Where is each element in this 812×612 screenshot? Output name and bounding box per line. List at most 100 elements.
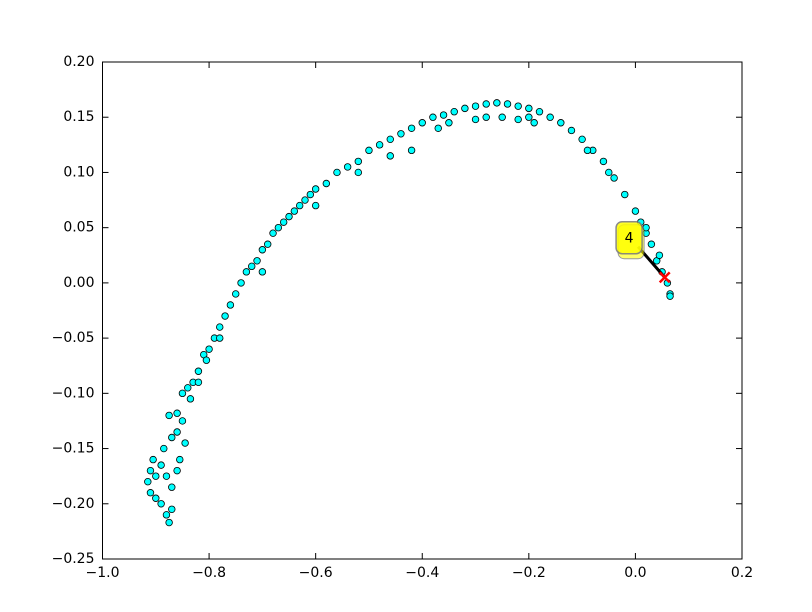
y-tick-label: 0.20	[63, 54, 94, 70]
point	[194, 367, 203, 375]
point	[165, 518, 173, 527]
point	[149, 455, 157, 464]
point	[152, 472, 160, 480]
y-tick-label: −0.25	[52, 551, 95, 567]
point	[144, 477, 152, 486]
point	[306, 190, 315, 199]
point	[647, 240, 656, 248]
point	[186, 395, 195, 403]
annotation-box	[615, 220, 643, 255]
point	[194, 378, 203, 386]
point	[621, 190, 629, 199]
point	[471, 102, 480, 110]
point	[202, 356, 211, 364]
point	[232, 290, 240, 298]
point	[301, 196, 309, 204]
point	[146, 466, 155, 475]
x-tick-label: −0.4	[405, 565, 439, 581]
point	[535, 107, 544, 116]
point	[226, 301, 235, 309]
point	[274, 223, 283, 232]
point	[162, 472, 171, 480]
point	[434, 124, 442, 132]
point	[365, 146, 373, 155]
point	[279, 218, 288, 226]
point	[242, 268, 251, 276]
y-tick-label: 0.15	[63, 109, 94, 125]
point	[525, 104, 533, 113]
point	[525, 113, 533, 121]
point	[461, 104, 469, 113]
y-tick-label: −0.10	[52, 385, 95, 401]
point	[205, 345, 213, 353]
point	[264, 240, 272, 248]
x-tick-label: 0.2	[731, 565, 753, 581]
point	[583, 146, 592, 155]
x-tick-label: −1.0	[86, 565, 120, 581]
point	[157, 461, 165, 469]
point	[666, 292, 674, 300]
point	[295, 201, 304, 210]
point	[248, 262, 256, 271]
point	[157, 500, 165, 508]
point	[599, 157, 608, 166]
annotation-text: 4	[625, 231, 634, 247]
point	[631, 207, 640, 215]
point	[216, 334, 224, 342]
point	[168, 433, 176, 442]
point	[386, 152, 394, 160]
point	[221, 312, 229, 320]
point	[173, 466, 181, 475]
point	[503, 100, 512, 108]
x-tick-label: −0.6	[299, 565, 333, 581]
point	[429, 113, 437, 121]
point	[322, 179, 331, 188]
point	[168, 483, 176, 491]
y-tick-label: 0.00	[63, 275, 94, 291]
point	[160, 444, 168, 453]
point	[237, 279, 245, 287]
point	[176, 455, 184, 464]
point	[173, 409, 181, 417]
point	[530, 119, 538, 127]
x-tick-label: 0.0	[624, 565, 646, 581]
point	[578, 135, 586, 144]
point	[439, 111, 448, 119]
point	[290, 207, 299, 215]
point	[311, 185, 320, 193]
point	[165, 411, 173, 420]
point	[178, 389, 187, 398]
y-tick-label: 0.05	[63, 220, 94, 236]
point	[610, 174, 618, 182]
point	[407, 124, 416, 132]
y-tick-label: −0.20	[52, 496, 95, 512]
y-tick-label: 0.10	[63, 164, 94, 180]
point	[498, 113, 506, 121]
point	[181, 439, 189, 447]
point	[546, 113, 554, 121]
point	[375, 141, 384, 149]
point	[354, 157, 362, 166]
point	[146, 489, 155, 497]
point	[482, 113, 490, 121]
point	[557, 119, 565, 127]
point	[655, 251, 664, 259]
point	[450, 107, 458, 116]
point	[162, 511, 171, 519]
point	[285, 212, 293, 221]
point	[397, 130, 405, 138]
point	[168, 505, 176, 513]
point	[216, 323, 224, 331]
point	[445, 119, 453, 127]
point	[343, 163, 352, 171]
point	[184, 384, 192, 392]
point	[493, 99, 501, 107]
point	[269, 229, 277, 237]
point	[173, 428, 181, 436]
x-tick-label: −0.2	[512, 565, 546, 581]
x-tick-label: −0.8	[192, 565, 226, 581]
point	[471, 115, 480, 124]
point	[258, 268, 267, 276]
plot-frame	[102, 61, 743, 560]
